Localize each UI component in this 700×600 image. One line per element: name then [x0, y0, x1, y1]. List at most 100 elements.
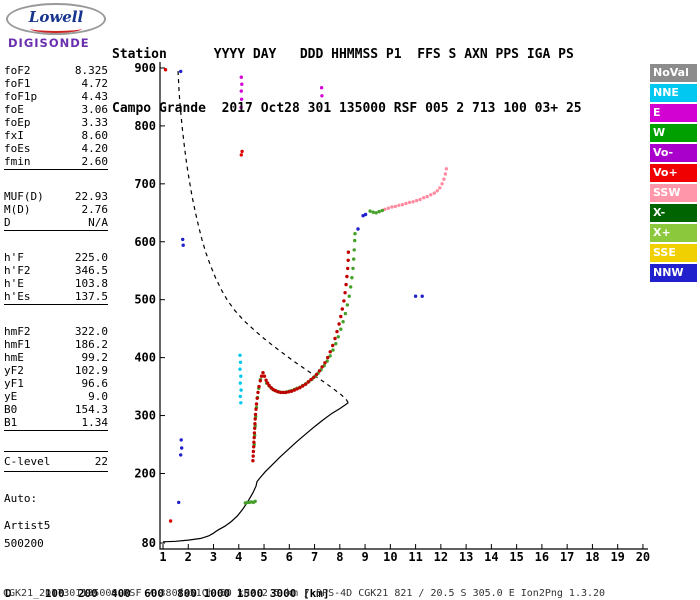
- parameter-group: hmF2 322.0 hmF1 186.2 hmE 99.2 yF2 102.9 yF1 96.6…: [4, 325, 108, 431]
- parameter-value: 3.06: [81, 103, 109, 116]
- parameter-value: 2.76: [81, 203, 109, 216]
- series-interference-red: [163, 68, 244, 523]
- series-f-trace-x-mode-green: [252, 232, 357, 447]
- parameter-row: yF1 96.6: [4, 377, 108, 390]
- parameter-value: 322.0: [74, 325, 108, 338]
- parameter-value: 8.60: [81, 129, 109, 142]
- series-interference-cyan: [238, 353, 243, 405]
- parameter-label: foEp: [4, 116, 31, 129]
- parameter-group: C-level 22: [4, 451, 108, 472]
- parameter-value: 99.2: [81, 351, 109, 364]
- x-tick-label: 4: [235, 550, 242, 564]
- parameter-value: 186.2: [74, 338, 108, 351]
- y-tick-label: 200: [134, 466, 156, 480]
- parameter-row: foEp 3.33: [4, 116, 108, 129]
- parameter-value: 22: [94, 455, 108, 468]
- parameter-row: C-level 22: [4, 455, 108, 468]
- legend-item-nnw: NNW: [650, 264, 697, 282]
- parameter-value: 225.0: [74, 251, 108, 264]
- parameter-label: h'F2: [4, 264, 31, 277]
- parameter-label: foF1: [4, 77, 31, 90]
- parameter-row: hmF2 322.0: [4, 325, 108, 338]
- parameter-row: M(D) 2.76: [4, 203, 108, 216]
- parameter-label: MUF(D): [4, 190, 44, 203]
- parameter-value: 8.325: [74, 64, 108, 77]
- logo-ellipse: Lowell: [6, 3, 106, 35]
- parameter-panel-footer: Auto: Artist5 500200: [4, 492, 108, 550]
- parameter-label: D: [4, 216, 11, 229]
- parameter-group: foF2 8.325 foF1 4.72 foF1p 4.43 foE 3.06 foEp 3.3…: [4, 64, 108, 170]
- legend-item-e: E: [650, 104, 697, 122]
- parameter-label: yF2: [4, 364, 24, 377]
- axes: [159, 62, 648, 550]
- x-tick-label: 7: [311, 550, 318, 564]
- x-tick-label: 18: [585, 550, 599, 564]
- logo-digisonde-text: DIGISONDE: [8, 36, 90, 50]
- x-tick-label: 16: [535, 550, 549, 564]
- lowell-digisonde-logo: Lowell DIGISONDE: [6, 3, 112, 51]
- parameter-value: N/A: [88, 216, 108, 229]
- parameter-value: 346.5: [74, 264, 108, 277]
- header-line-values: Campo Grande 2017 Oct28 301 135000 RSF 0…: [112, 101, 582, 116]
- x-tick-label: 3: [210, 550, 217, 564]
- parameter-row: B1 1.34: [4, 416, 108, 429]
- series-interference-magenta: [239, 75, 324, 110]
- parameter-footer-line: 500200: [4, 537, 44, 550]
- series-es-trace-green: [243, 499, 257, 505]
- x-tick-label: 11: [408, 550, 422, 564]
- x-tick-label: 14: [484, 550, 498, 564]
- parameter-row: hmE 99.2: [4, 351, 108, 364]
- parameter-row: h'F2 346.5: [4, 264, 108, 277]
- x-tick-label: 6: [286, 550, 293, 564]
- parameter-value: 102.9: [74, 364, 108, 377]
- y-tick-label: 700: [134, 177, 156, 191]
- legend-item-noval: NoVal: [650, 64, 697, 82]
- logo-swoosh-icon: [30, 24, 82, 33]
- parameter-value: 9.0: [88, 390, 108, 403]
- x-tick-label: 15: [509, 550, 523, 564]
- y-tick-label: 600: [134, 235, 156, 249]
- parameter-label: h'F: [4, 251, 24, 264]
- x-tick-label: 12: [434, 550, 448, 564]
- parameter-row: MUF(D) 22.93: [4, 190, 108, 203]
- parameter-value: 96.6: [81, 377, 109, 390]
- x-tick-label: 8: [336, 550, 343, 564]
- parameter-row: foF1 4.72: [4, 77, 108, 90]
- parameter-row: yF2 102.9: [4, 364, 108, 377]
- y-tick-label: 80: [142, 536, 156, 550]
- x-tick-label: 13: [459, 550, 473, 564]
- parameter-value: 3.33: [81, 116, 109, 129]
- parameter-label: h'Es: [4, 290, 31, 303]
- x-tick-label: 10: [383, 550, 397, 564]
- x-tick-label: 2: [185, 550, 192, 564]
- legend-item-nne: NNE: [650, 84, 697, 102]
- parameter-value: 103.8: [74, 277, 108, 290]
- y-axis: 80 200 300 400 500 600 700 800 900: [134, 61, 165, 550]
- parameter-row: D N/A: [4, 216, 108, 229]
- y-tick-label: 500: [134, 293, 156, 307]
- echo-direction-legend: NoVal NNE E W Vo- Vo+ SSW X- X+ SSE NNW: [650, 64, 697, 284]
- parameter-footer-line: Auto:: [4, 492, 38, 505]
- series-second-reflection-pink: [383, 167, 449, 211]
- parameter-label: yE: [4, 390, 18, 403]
- parameter-row: h'E 103.8: [4, 277, 108, 290]
- parameter-label: hmE: [4, 351, 24, 364]
- parameter-row: hmF1 186.2: [4, 338, 108, 351]
- legend-item-sse: SSE: [650, 244, 697, 262]
- y-tick-label: 300: [134, 409, 156, 423]
- legend-item-vo: Vo-: [650, 144, 697, 162]
- legend-item-vo: Vo+: [650, 164, 697, 182]
- parameter-label: hmF1: [4, 338, 31, 351]
- x-axis: 1 2 3 4 5 6 7 8 9 10 11 12 13 14 15 16 17 18 19 20: [159, 544, 650, 564]
- parameter-label: B0: [4, 403, 18, 416]
- parameter-label: foE: [4, 103, 24, 116]
- parameter-group: MUF(D) 22.93 M(D) 2.76 D N/A: [4, 190, 108, 231]
- y-tick-label: 800: [134, 119, 156, 133]
- parameter-row: foE 3.06: [4, 103, 108, 116]
- parameter-value: 4.72: [81, 77, 109, 90]
- parameter-value: 154.3: [74, 403, 108, 416]
- parameter-value: 2.60: [81, 155, 109, 168]
- series-f-trace-o-mode-red: [251, 250, 351, 463]
- logo-lowell-text: Lowell: [28, 8, 84, 26]
